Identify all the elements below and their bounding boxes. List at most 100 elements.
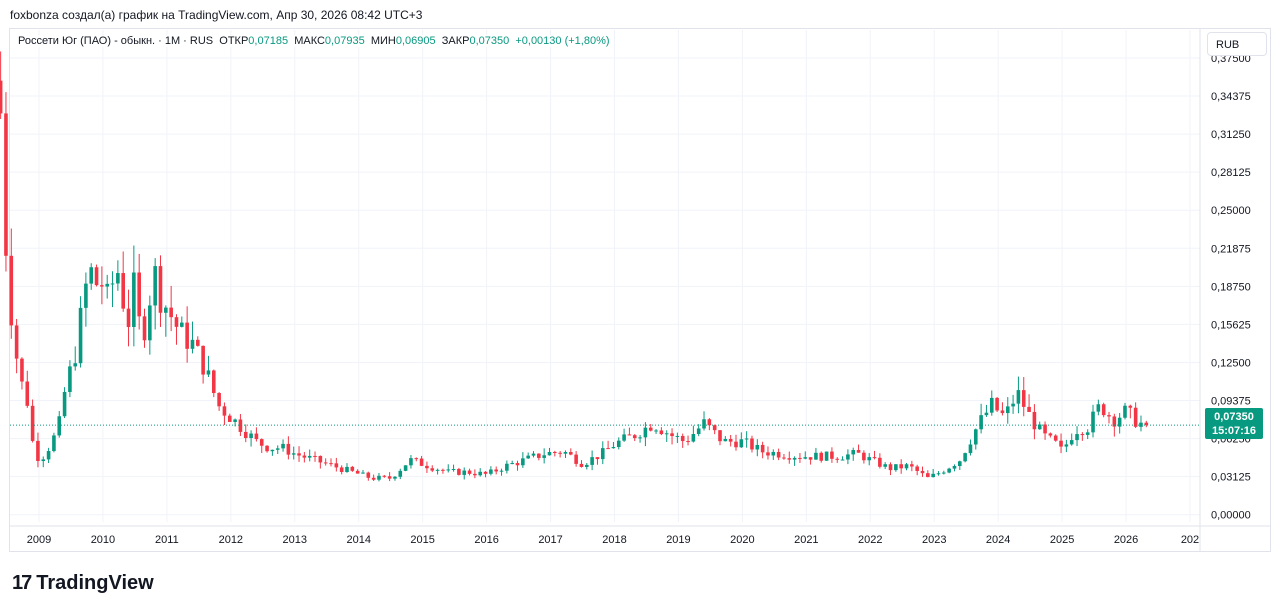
candle (227, 413, 232, 422)
candle-body (116, 273, 120, 284)
candle (489, 466, 493, 476)
candle-body (664, 433, 669, 435)
candle-body (702, 419, 706, 429)
candle-body (68, 366, 72, 392)
x-tick-label: 2020 (730, 534, 754, 546)
candle (952, 464, 957, 472)
candle (259, 438, 264, 454)
candle (521, 452, 525, 468)
candle (339, 465, 344, 475)
candle (275, 445, 280, 455)
candle-body (659, 430, 664, 435)
candle (1096, 399, 1101, 416)
candle-body (0, 80, 3, 114)
candle-body (313, 455, 317, 457)
candle-body (563, 452, 568, 454)
candle-body (920, 470, 925, 474)
candle-body (1048, 433, 1053, 436)
change-value: +0,00130 (+1,80%) (515, 35, 610, 47)
candle-body (936, 473, 941, 475)
candle (377, 472, 381, 482)
low-value: 0,06905 (395, 35, 436, 47)
candle (132, 245, 136, 347)
candle-body (270, 449, 275, 452)
candle-body (446, 469, 451, 471)
candle-body (483, 471, 488, 474)
candle (1069, 433, 1074, 446)
candle (542, 448, 546, 464)
candle-body (680, 435, 685, 442)
x-tick-label: 2016 (474, 534, 498, 546)
candle (1048, 432, 1053, 438)
candle (712, 424, 717, 435)
high-value: 0,07935 (324, 35, 365, 47)
candle-body (1069, 440, 1074, 445)
candle (627, 427, 632, 436)
candle (579, 460, 584, 468)
candle-body (4, 113, 8, 256)
candle-body (1144, 422, 1149, 426)
candle-body (1016, 390, 1021, 404)
candle-body (249, 433, 253, 439)
candle (201, 345, 205, 384)
candle-body (14, 325, 19, 359)
x-tick-label: 2009 (27, 534, 51, 546)
chart-credit: foxbonza создал(а) график на TradingView… (10, 8, 423, 22)
candle (824, 451, 829, 461)
candle (355, 469, 360, 474)
y-tick-label: 0,12500 (1211, 357, 1251, 369)
candle (387, 472, 392, 482)
x-tick-label: 2012 (219, 534, 243, 546)
candle-body (803, 457, 808, 459)
candle (798, 453, 802, 463)
candle (680, 433, 685, 448)
candle-body (377, 475, 381, 480)
candle (20, 357, 24, 390)
candle-body (712, 425, 717, 431)
candle (164, 305, 168, 337)
candle-body (1053, 435, 1058, 441)
candle-body (36, 440, 40, 462)
candle-body (339, 467, 344, 472)
candle (158, 255, 163, 327)
candle-body (894, 464, 898, 471)
tradingview-logo[interactable]: 17 TradingView (12, 572, 154, 595)
candle (1059, 433, 1063, 454)
candle-body (989, 397, 994, 413)
candle-body (627, 434, 632, 436)
candle (744, 431, 749, 448)
candle-body (73, 363, 78, 367)
candle-body (398, 470, 403, 477)
candle (323, 458, 328, 466)
candle-body (110, 283, 115, 285)
candle (995, 396, 999, 413)
candle (430, 465, 435, 473)
candle-body (1117, 417, 1122, 427)
candle-body (1021, 390, 1026, 407)
candle (1085, 429, 1090, 440)
candle (814, 447, 818, 460)
candle (62, 387, 67, 419)
candle (265, 445, 269, 453)
candle-body (1101, 404, 1106, 416)
candle (1101, 402, 1106, 418)
candle (1128, 404, 1133, 419)
candle-body (1091, 411, 1095, 433)
candle (419, 455, 424, 467)
currency-button[interactable]: RUB (1207, 32, 1267, 56)
candle (425, 461, 429, 473)
candle (313, 451, 317, 462)
candle-body (931, 473, 935, 478)
candle-body (297, 453, 301, 456)
candle-body (366, 472, 371, 478)
candle (595, 457, 600, 465)
candle-body (574, 454, 578, 464)
candle (883, 462, 887, 470)
candle-body (776, 451, 781, 458)
candle (78, 296, 83, 368)
x-tick-label: 2013 (283, 534, 307, 546)
candle-body (158, 266, 163, 313)
candle (297, 446, 301, 462)
candle (249, 430, 253, 447)
